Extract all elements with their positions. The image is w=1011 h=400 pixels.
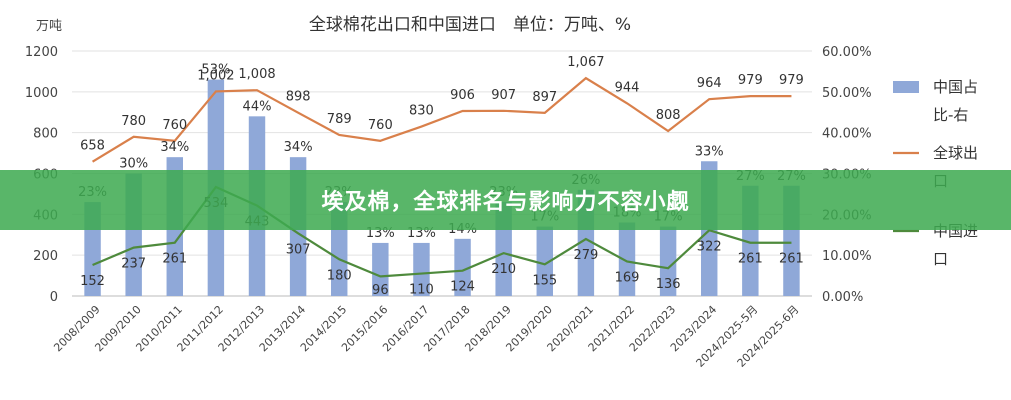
y-tick-label: 800 — [33, 127, 58, 142]
bar — [618, 222, 636, 296]
legend-label-line1: 全球出 — [933, 144, 978, 162]
bar-data-label: 44% — [243, 99, 272, 114]
bar — [536, 226, 553, 296]
export-data-label: 944 — [615, 80, 640, 95]
export-data-label: 906 — [450, 88, 475, 103]
import-data-label: 279 — [573, 248, 598, 263]
import-data-label: 237 — [121, 257, 146, 272]
export-data-label: 789 — [327, 112, 352, 127]
y-axis-unit-label: 万吨 — [36, 19, 62, 34]
bar-data-label: 53% — [201, 63, 230, 78]
banner-text: 埃及棉，全球排名与影响力不容小觑 — [321, 190, 690, 215]
y-axis-ticks: 020040060080010001200 — [25, 45, 58, 305]
bar-data-label: 34% — [284, 140, 313, 155]
export-data-label: 760 — [368, 118, 393, 133]
import-data-label: 110 — [409, 283, 434, 298]
bar — [659, 226, 677, 296]
x-axis-ticks: 2008/20092009/20102010/20112011/20122012… — [51, 303, 801, 370]
import-data-label: 307 — [286, 242, 311, 257]
y2-tick-label: 50.00% — [822, 86, 872, 101]
legend-label-line2: 口 — [933, 250, 948, 268]
import-data-label: 261 — [738, 252, 763, 267]
import-data-label: 155 — [532, 273, 557, 288]
legend-label-line2: 比-右 — [933, 106, 968, 124]
bar-data-label: 33% — [695, 144, 724, 159]
y2-tick-label: 0.00% — [822, 290, 863, 305]
export-data-label: 760 — [162, 118, 187, 133]
export-data-label: 907 — [491, 88, 516, 103]
export-data-label: 1,067 — [567, 55, 604, 70]
y-tick-label: 200 — [33, 249, 58, 264]
bar — [413, 242, 430, 296]
y2-tick-label: 10.00% — [822, 249, 872, 264]
export-data-label: 830 — [409, 104, 434, 119]
import-data-label: 124 — [450, 280, 475, 295]
export-data-label: 979 — [738, 73, 763, 88]
export-data-label: 897 — [532, 90, 557, 105]
bar-data-label: 30% — [119, 157, 148, 172]
export-data-label: 1,008 — [238, 67, 275, 82]
bar-data-label: 34% — [160, 140, 189, 155]
export-data-label: 658 — [80, 139, 105, 154]
export-data-label: 808 — [656, 108, 681, 123]
export-data-label: 780 — [121, 114, 146, 129]
import-data-label: 180 — [327, 268, 352, 283]
import-data-label: 169 — [615, 270, 640, 285]
import-data-label: 322 — [697, 239, 722, 254]
import-data-label: 152 — [80, 274, 105, 289]
import-data-label: 261 — [779, 252, 804, 267]
import-data-label: 261 — [162, 252, 187, 267]
legend-swatch-bar — [893, 81, 919, 93]
import-data-label: 136 — [656, 277, 681, 292]
y-tick-label: 1200 — [25, 45, 58, 60]
export-data-label: 1,002 — [197, 68, 234, 83]
export-data-label: 979 — [779, 73, 804, 88]
y2-tick-label: 60.00% — [822, 45, 872, 60]
chart-title: 全球棉花出口和中国进口 单位：万吨、% — [309, 15, 631, 35]
y-tick-label: 1000 — [25, 86, 58, 101]
global-export-line — [91, 76, 792, 163]
import-data-label: 210 — [491, 262, 516, 277]
legend-label-line1: 中国占 — [933, 78, 978, 96]
y-tick-label: 0 — [50, 290, 58, 305]
bar — [372, 242, 389, 296]
export-data-label: 898 — [286, 90, 311, 105]
bar — [454, 238, 471, 296]
y2-tick-label: 40.00% — [822, 127, 872, 142]
export-data-label: 964 — [697, 76, 722, 91]
import-data-label: 96 — [372, 283, 389, 298]
title-banner: 埃及棉，全球排名与影响力不容小觑 — [0, 170, 1011, 230]
